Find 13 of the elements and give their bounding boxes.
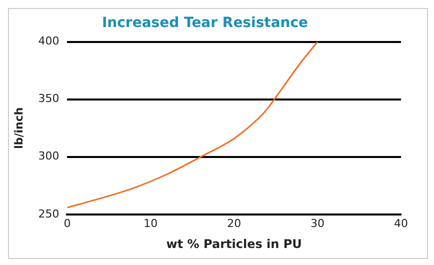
line-series — [67, 42, 318, 208]
y-tick-label: 350 — [38, 92, 60, 106]
chart-title: Increased Tear Resistance — [102, 15, 308, 32]
y-tick-label: 250 — [38, 207, 60, 220]
x-tick-label: 40 — [394, 216, 408, 230]
x-tick-label: 0 — [64, 216, 71, 230]
x-axis-title: wt % Particles in PU — [166, 236, 302, 251]
x-tick-label: 30 — [310, 216, 325, 230]
x-tick-label: 10 — [144, 216, 158, 230]
y-tick-label: 400 — [38, 34, 60, 48]
x-tick-label: 20 — [227, 216, 242, 230]
y-axis-title: lb/inch — [12, 107, 26, 149]
y-tick-label: 300 — [38, 150, 60, 163]
